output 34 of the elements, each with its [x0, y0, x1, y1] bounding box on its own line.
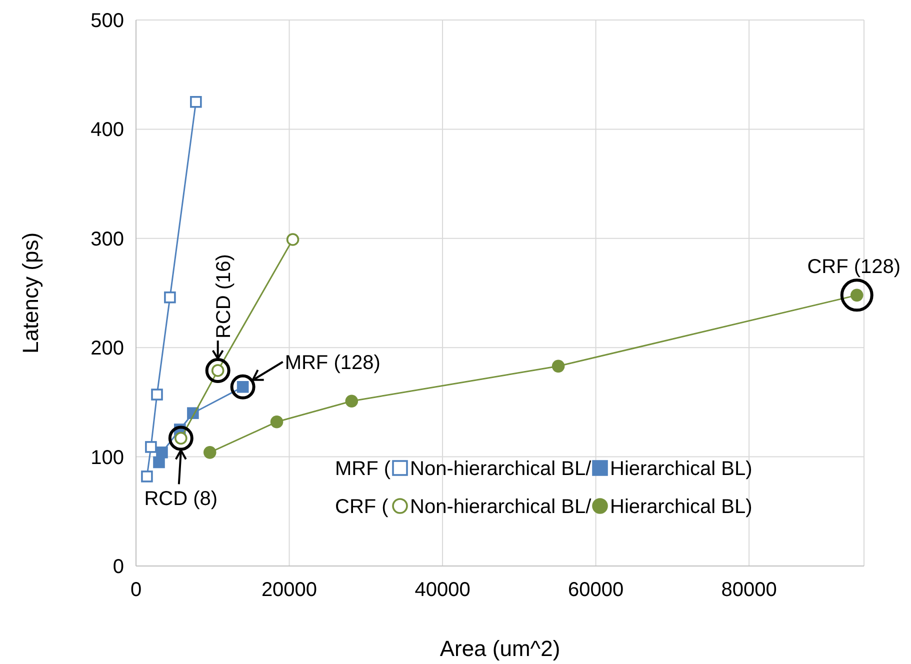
x-tick-label: 80000	[721, 579, 777, 601]
x-tick-label: 20000	[261, 579, 318, 601]
point	[270, 415, 284, 428]
point	[164, 291, 176, 304]
point	[345, 394, 358, 408]
x-tick-label: 60000	[568, 579, 624, 601]
legend-label: Non-hierarchical BL/	[410, 496, 592, 518]
annotation: CRF (	[335, 496, 389, 518]
point	[190, 96, 202, 108]
legend-label: Hierarchical BL)	[610, 458, 752, 480]
point	[203, 446, 216, 459]
y-tick-label: 400	[90, 119, 124, 142]
point	[145, 441, 157, 453]
annotation: MRF (	[335, 458, 391, 480]
annotation: RCD (8)	[144, 488, 218, 510]
point	[156, 446, 168, 458]
x-tick-label: 0	[130, 579, 142, 601]
y-tick-label: 200	[90, 338, 124, 360]
x-axis-title: Area (um^2)	[440, 636, 560, 661]
y-tick-label: 0	[112, 556, 124, 578]
y-tick-label: 500	[90, 10, 124, 32]
legend-label: Non-hierarchical BL/	[410, 458, 592, 480]
annotation: RCD (16)	[212, 254, 235, 339]
point	[286, 233, 300, 246]
point	[552, 360, 565, 373]
annotation: MRF (128)	[284, 352, 380, 374]
y-tick-label: 100	[90, 446, 124, 469]
y-axis-title: Latency (ps)	[18, 232, 43, 354]
x-tick-label: 40000	[414, 579, 470, 601]
legend-label: Hierarchical BL)	[610, 496, 752, 518]
y-tick-label: 300	[90, 228, 124, 250]
point	[141, 470, 153, 482]
annotation: CRF (128)	[807, 256, 901, 278]
point	[151, 388, 163, 400]
